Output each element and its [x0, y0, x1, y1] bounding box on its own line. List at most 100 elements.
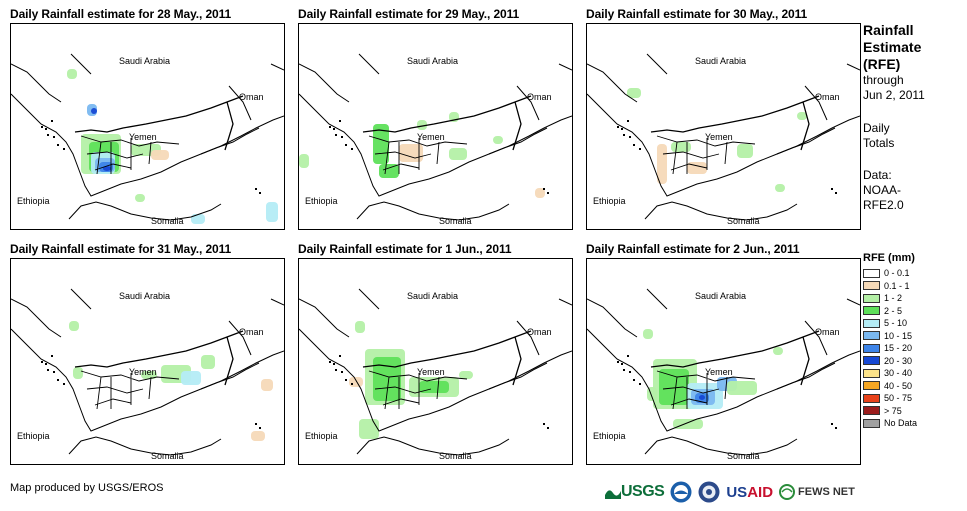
- noaa-seal-icon: [670, 481, 692, 503]
- island-dot: [63, 148, 65, 150]
- boundary-layer: [299, 53, 572, 221]
- island-dot: [255, 188, 257, 190]
- usgs-wave-icon: [605, 490, 621, 499]
- country-label-yemen: Yemen: [417, 132, 445, 142]
- country-label-ethiopia: Ethiopia: [593, 431, 626, 441]
- title-line: Estimate: [863, 39, 922, 55]
- country-label-somalia: Somalia: [727, 216, 760, 226]
- legend-item: 30 - 40: [863, 367, 963, 380]
- border-saudi-yemen: [650, 95, 820, 133]
- coastline: [11, 93, 284, 197]
- rainfall-patch: [141, 371, 157, 379]
- islands: [41, 355, 261, 429]
- coastline: [587, 328, 860, 432]
- island-dot: [543, 188, 545, 190]
- border-saudi-yemen: [650, 330, 820, 368]
- rainfall-patch: [627, 88, 641, 98]
- rainfall-patch: [261, 379, 273, 391]
- country-label-saudi-arabia: Saudi Arabia: [119, 56, 170, 66]
- island-dot: [627, 355, 629, 357]
- coastline: [11, 328, 284, 432]
- panel-31-may: Daily Rainfall estimate for 31 May., 201…: [10, 242, 285, 466]
- legend-label: 0 - 0.1: [884, 268, 910, 279]
- island-dot: [627, 120, 629, 122]
- rainfall-patch: [91, 108, 97, 114]
- island-dot: [45, 363, 47, 365]
- panel-29-may: Daily Rainfall estimate for 29 May., 201…: [298, 7, 573, 231]
- border-saudi-yemen: [362, 95, 532, 133]
- island-dot: [351, 383, 353, 385]
- legend-item: 20 - 30: [863, 355, 963, 368]
- usgs-text: USGS: [621, 483, 665, 500]
- country-label-oman: Oman: [815, 92, 840, 102]
- panel-title: Daily Rainfall estimate for 2 Jun., 2011: [586, 242, 800, 256]
- border-saudi-yemen: [74, 95, 244, 133]
- rainfall-patch: [659, 369, 689, 405]
- border-oman: [512, 336, 522, 386]
- rainfall-map: Saudi Arabia Oman Yemen Ethiopia Somalia: [10, 23, 285, 230]
- usaid-aid: AID: [747, 483, 774, 501]
- rainfall-map: Saudi Arabia Oman Yemen Ethiopia Somalia: [298, 258, 573, 465]
- country-label-oman: Oman: [815, 327, 840, 337]
- rainfall-patch: [727, 381, 757, 395]
- island-dot: [339, 355, 341, 357]
- island-dot: [345, 144, 347, 146]
- country-label-oman: Oman: [239, 92, 264, 102]
- rainfall-patch: [699, 395, 705, 400]
- through-date: through Jun 2, 2011: [863, 73, 963, 103]
- rainfall-patch: [671, 142, 691, 152]
- rainfall-patch: [251, 431, 265, 441]
- legend-label: 5 - 10: [884, 318, 908, 329]
- island-dot: [543, 423, 545, 425]
- country-label-somalia: Somalia: [439, 216, 472, 226]
- rainfall-patch: [379, 164, 399, 178]
- rainfall-patch: [775, 184, 785, 192]
- horn-coastline: [356, 201, 510, 221]
- totals-line: Daily: [863, 121, 890, 135]
- data-line: NOAA-: [863, 183, 902, 197]
- rainfall-patch: [299, 154, 309, 168]
- country-label-somalia: Somalia: [439, 451, 472, 461]
- boundary-layer: [299, 288, 572, 456]
- rainfall-patch: [69, 321, 79, 331]
- island-dot: [259, 192, 261, 194]
- country-label-oman: Oman: [239, 327, 264, 337]
- oman-coast: [776, 320, 836, 390]
- legend-swatch: [863, 306, 880, 316]
- legend-swatch: [863, 368, 880, 378]
- legend-swatch: [863, 293, 880, 303]
- governorate-boundaries: [368, 370, 468, 410]
- panel-30-may: Daily Rainfall estimate for 30 May., 201…: [586, 7, 861, 231]
- island-dot: [335, 369, 337, 371]
- island-dot: [621, 128, 623, 130]
- horn-coastline: [68, 201, 222, 221]
- country-label-ethiopia: Ethiopia: [305, 196, 338, 206]
- rainfall-patch: [103, 166, 111, 171]
- island-dot: [621, 363, 623, 365]
- country-label-somalia: Somalia: [151, 216, 184, 226]
- island-dot: [57, 144, 59, 146]
- island-dot: [831, 423, 833, 425]
- legend-label: 15 - 20: [884, 343, 913, 354]
- legend-swatch: [863, 281, 880, 291]
- country-label-yemen: Yemen: [705, 132, 733, 142]
- map-credit: Map produced by USGS/EROS: [10, 482, 164, 494]
- islands: [329, 355, 549, 429]
- panel-28-may: Daily Rainfall estimate for 28 May., 201…: [10, 7, 285, 231]
- governorate-boundaries: [80, 135, 180, 175]
- island-dot: [831, 188, 833, 190]
- through-line: through: [863, 73, 904, 87]
- totals-line: Totals: [863, 136, 895, 150]
- usgs-logo: USGS: [605, 483, 665, 501]
- rainfall-patch: [493, 136, 503, 144]
- island-dot: [333, 128, 335, 130]
- island-dot: [51, 355, 53, 357]
- island-dot: [53, 136, 55, 138]
- island-dot: [345, 379, 347, 381]
- rainfall-map: Saudi Arabia Oman Yemen Ethiopia Somalia: [298, 23, 573, 230]
- islands: [617, 355, 837, 429]
- legend-label: 1 - 2: [884, 293, 903, 304]
- island-dot: [41, 126, 43, 128]
